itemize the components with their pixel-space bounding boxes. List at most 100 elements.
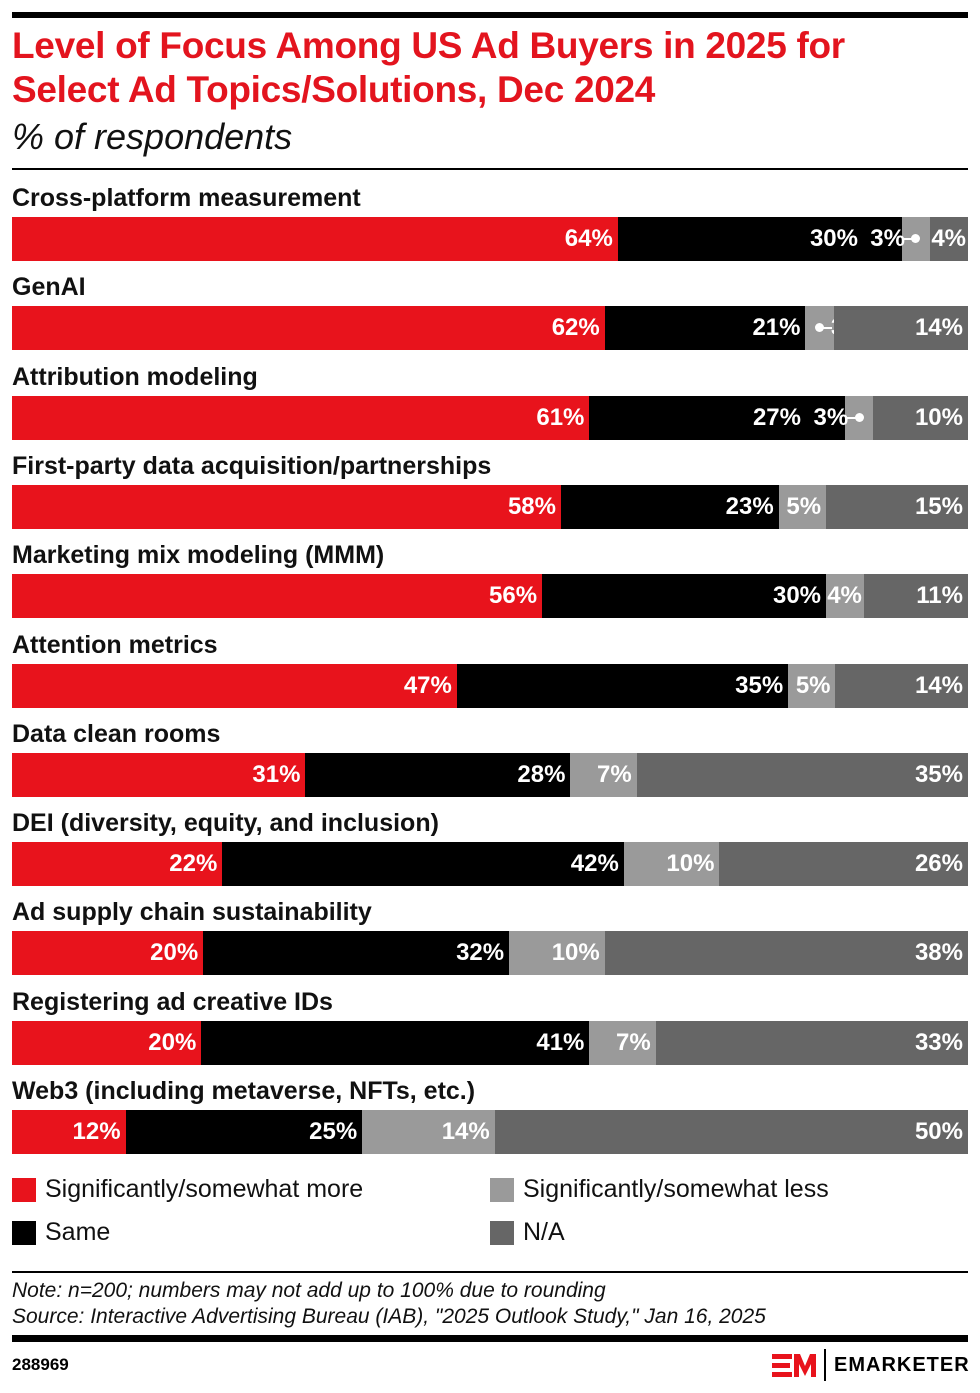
- stacked-bar: 20% 41% 7% 33%: [12, 1020, 968, 1065]
- bar-segment: [719, 842, 968, 887]
- data-label: 21%: [752, 314, 801, 342]
- data-label: 20%: [148, 1028, 197, 1056]
- bar-segment: [12, 1020, 202, 1065]
- data-label: 4%: [931, 225, 966, 252]
- category-label: GenAI: [12, 273, 86, 302]
- bar-segment: [362, 1110, 495, 1154]
- data-label: 5%: [786, 492, 822, 520]
- legend-label: Same: [45, 1218, 111, 1246]
- bar-segment: [12, 306, 605, 351]
- category-label: Registering ad creative IDs: [12, 987, 333, 1016]
- data-label: 12%: [72, 1118, 121, 1145]
- bar-segment: [570, 752, 637, 797]
- bar-segment: [509, 931, 605, 976]
- bar-segment: [589, 395, 845, 440]
- bar-segment: [12, 663, 457, 708]
- data-label: 14%: [441, 1118, 490, 1145]
- bar-segment: [12, 484, 561, 529]
- emarketer-logo: EMARKETER: [772, 1348, 970, 1382]
- category-label: DEI (diversity, equity, and inclusion): [12, 809, 439, 838]
- callout-line: [819, 327, 832, 330]
- data-label: 10%: [551, 939, 600, 967]
- chart-subtitle: % of respondents: [12, 116, 293, 157]
- data-label: 31%: [252, 760, 301, 788]
- bar-segment: [617, 217, 902, 261]
- data-label: 30%: [772, 582, 822, 610]
- legend-swatch: [490, 1221, 514, 1245]
- data-label: 56%: [489, 582, 538, 610]
- legend-label: Significantly/somewhat more: [45, 1175, 364, 1203]
- data-label: 61%: [536, 403, 585, 431]
- data-label: 41%: [536, 1028, 585, 1056]
- stacked-bar: 56% 30% 4% 11%: [12, 574, 968, 619]
- bottom-rule: [12, 1335, 968, 1342]
- stacked-bar: 61% 27% 3% 10%: [12, 395, 968, 440]
- data-label: 3%: [870, 225, 905, 252]
- bar-segment: [835, 663, 968, 708]
- divider: [12, 1271, 968, 1273]
- bar-segment: [12, 752, 306, 797]
- bar-segment: [604, 931, 968, 976]
- data-label: 38%: [914, 939, 963, 967]
- data-label: 35%: [914, 760, 963, 788]
- stacked-bar: 64% 30% 3% 4%: [12, 217, 968, 261]
- bar-segment: [636, 752, 968, 797]
- data-label: 10%: [914, 403, 963, 431]
- data-label: 11%: [916, 582, 963, 610]
- bar-segment: [826, 574, 864, 619]
- legend-label: Significantly/somewhat less: [523, 1175, 829, 1203]
- data-label: 14%: [914, 314, 963, 342]
- bar-segment: [873, 395, 968, 440]
- bar-segment: [655, 1020, 968, 1065]
- bar-segment: [12, 931, 204, 976]
- legend-swatch: [490, 1178, 514, 1202]
- data-label: 20%: [150, 939, 199, 967]
- bar-segment: [12, 395, 590, 440]
- bar-segment: [863, 574, 968, 619]
- data-label: 32%: [456, 939, 505, 967]
- callout-line: [903, 238, 916, 240]
- data-label: 5%: [795, 671, 831, 699]
- stacked-bar: 58% 23% 5% 15%: [12, 484, 968, 529]
- legend-swatch: [12, 1221, 36, 1245]
- legend-label: N/A: [523, 1218, 565, 1246]
- category-label: Cross-platform measurement: [12, 184, 361, 212]
- bar-segment: [201, 1020, 590, 1065]
- data-label: 30%: [809, 225, 858, 252]
- note: Note: n=200; numbers may not add up to 1…: [12, 1279, 606, 1302]
- category-label: Data clean rooms: [12, 719, 221, 748]
- chart-id: 288969: [12, 1355, 69, 1374]
- chart-title: Level of Focus Among US Ad Buyers in 202…: [12, 25, 845, 110]
- em-logo-icon: [772, 1354, 816, 1377]
- category-label: Attention metrics: [12, 630, 218, 659]
- divider: [12, 168, 968, 170]
- bar-segment: [826, 484, 968, 529]
- data-label: 10%: [666, 850, 715, 878]
- bar-segment: [788, 663, 836, 708]
- top-rule: [12, 12, 968, 18]
- bar-segment: [125, 1110, 363, 1154]
- data-label: 62%: [551, 314, 600, 342]
- stacked-bar: 20% 32% 10% 38%: [12, 931, 968, 976]
- data-label: 50%: [914, 1118, 963, 1145]
- callout-dot: [911, 234, 921, 243]
- brand-name: EMARKETER: [834, 1353, 970, 1376]
- data-label: 27%: [752, 403, 801, 431]
- bar-segment: [12, 217, 618, 261]
- stacked-bar: 47% 35% 5% 14%: [12, 663, 968, 708]
- data-label: 23%: [725, 492, 774, 520]
- data-label: 58%: [507, 492, 556, 520]
- bar-segment: [542, 574, 826, 619]
- bar-segment: [560, 484, 779, 529]
- data-label: 35%: [735, 671, 784, 699]
- bar-segment: [930, 217, 968, 261]
- callout-line: [847, 416, 860, 419]
- category-label: Web3 (including metaverse, NFTs, etc.): [12, 1077, 476, 1105]
- bar-segment: [12, 1110, 126, 1154]
- data-label: 47%: [403, 671, 452, 699]
- callout-dot: [854, 412, 864, 422]
- legend-swatch: [12, 1178, 36, 1202]
- data-label: 22%: [169, 850, 218, 878]
- stacked-bar: 22% 42% 10% 26%: [12, 842, 968, 887]
- category-label: Attribution modeling: [12, 362, 258, 391]
